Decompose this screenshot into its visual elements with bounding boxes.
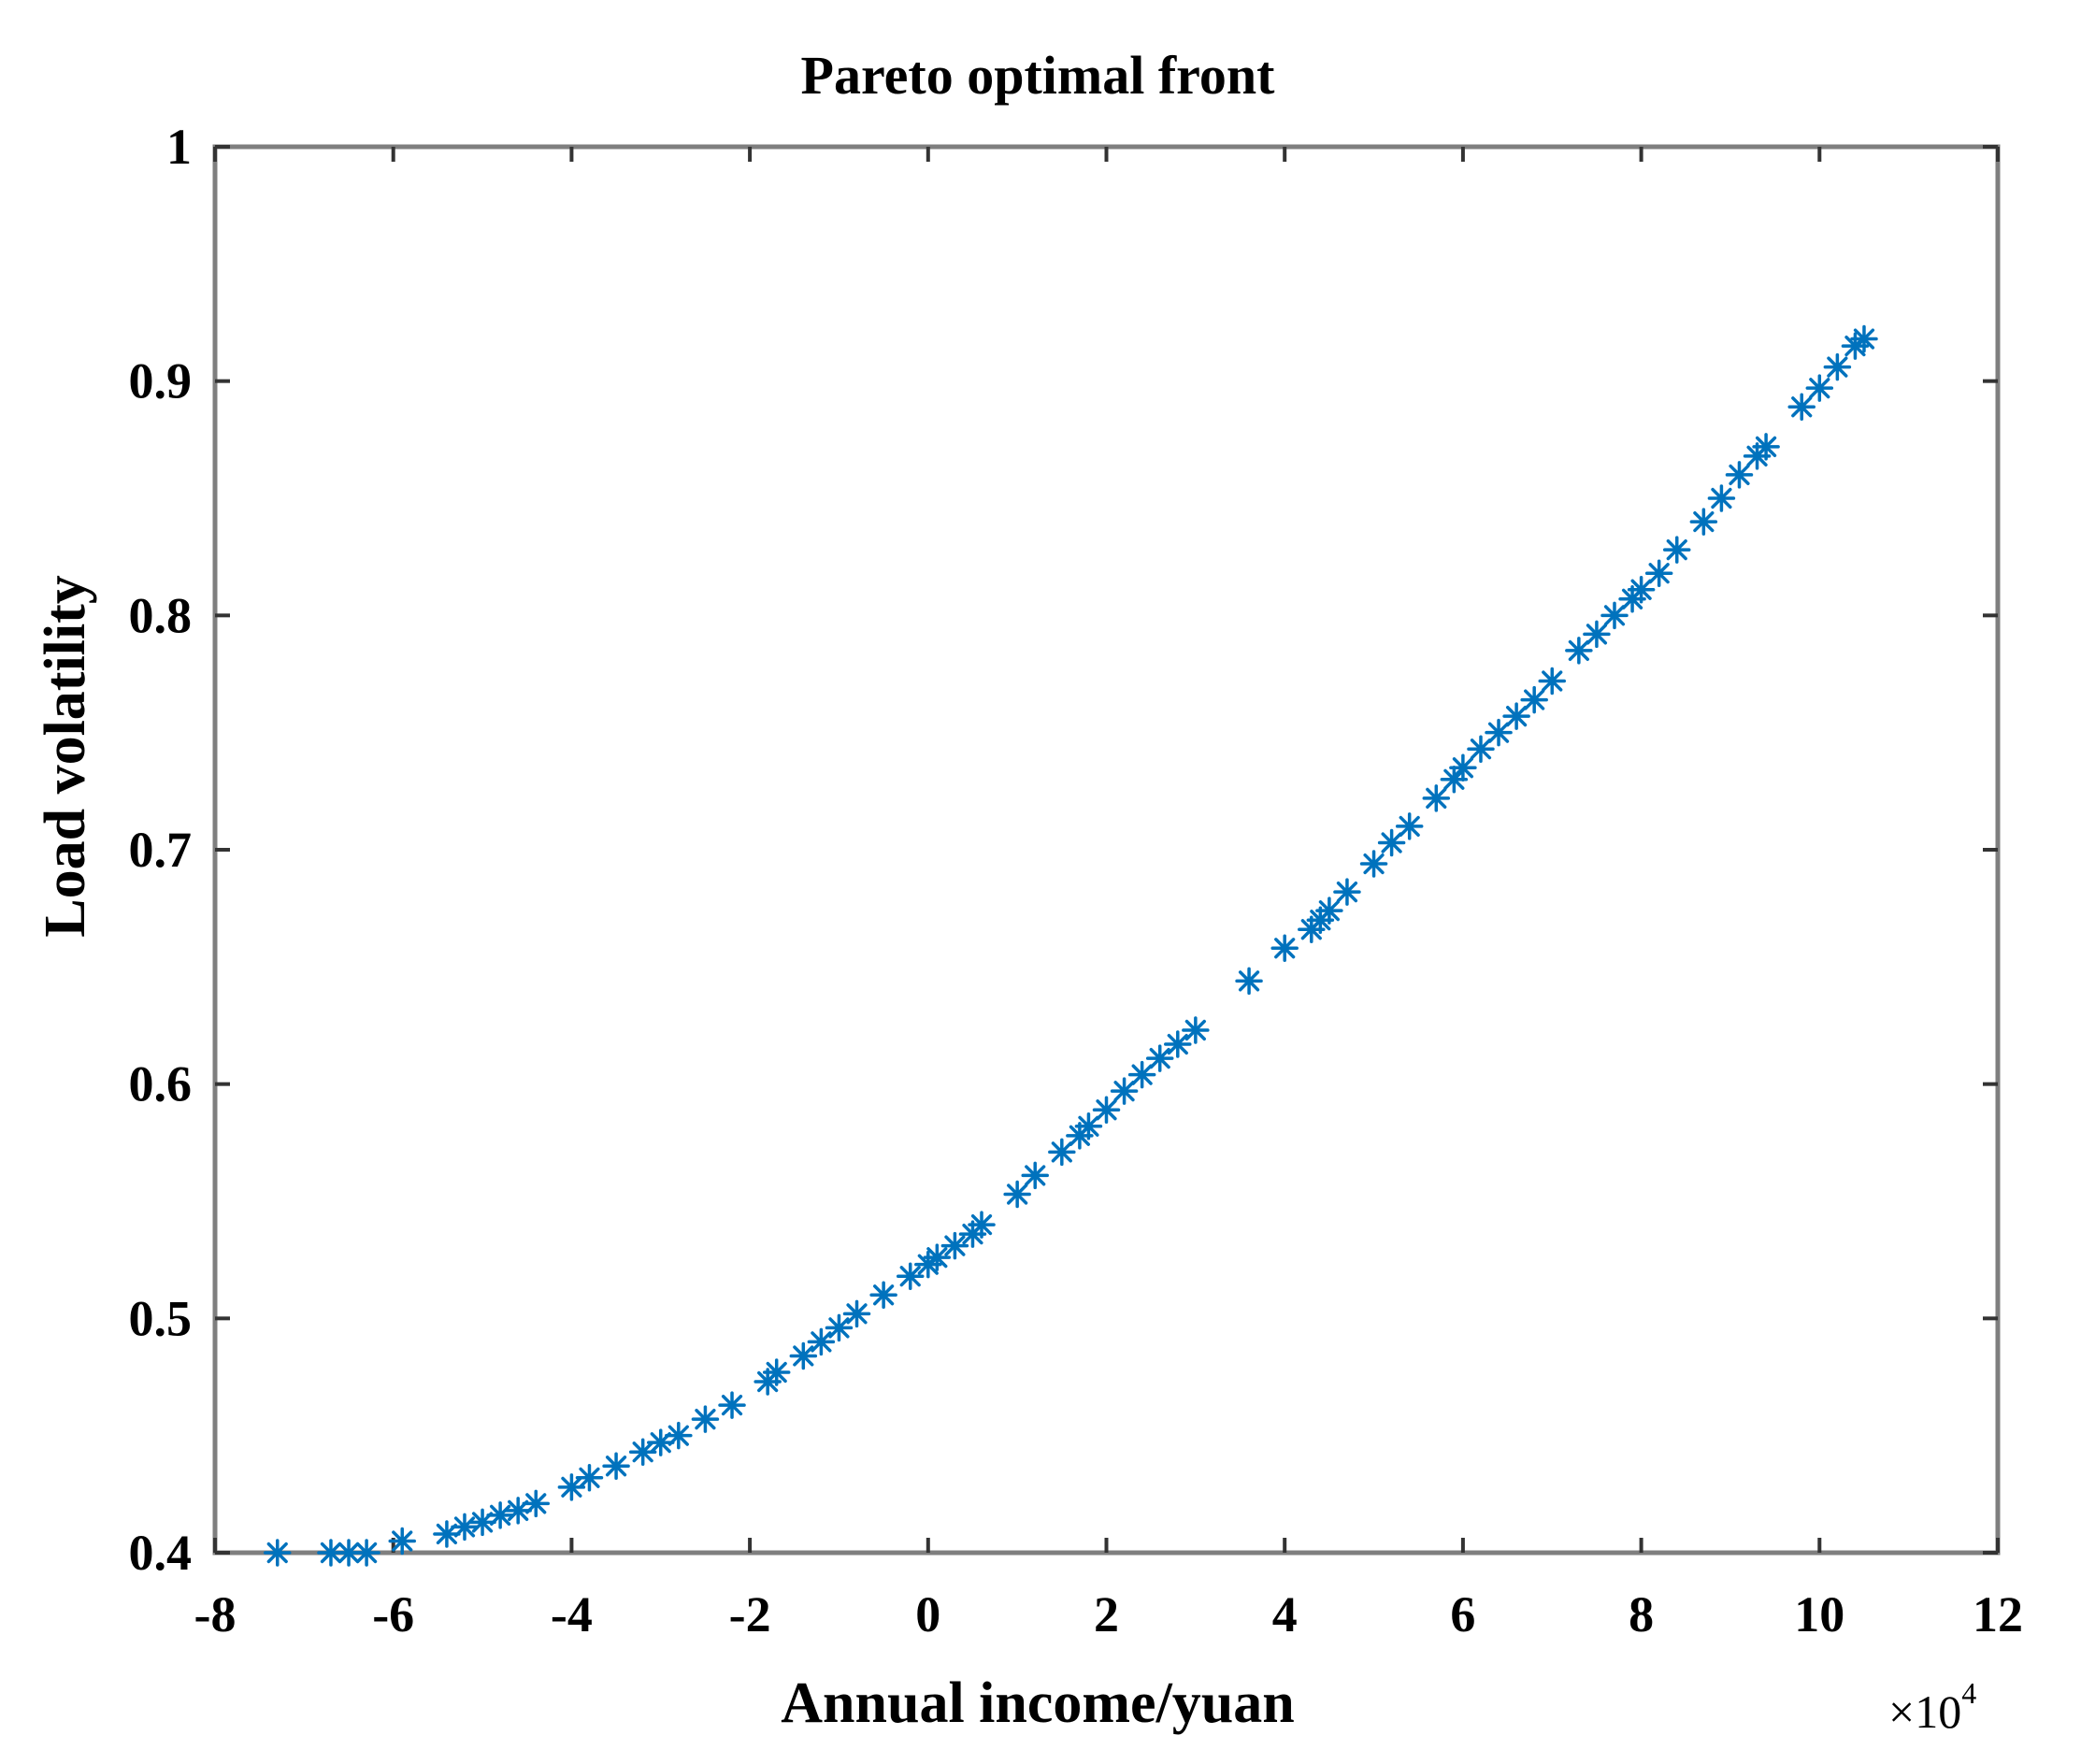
data-point — [1092, 1096, 1121, 1124]
data-point — [1538, 667, 1566, 696]
x-tick-labels: -8 -6 -4 -2 0 2 4 6 8 10 12 — [194, 1586, 2023, 1642]
data-point — [1145, 1044, 1174, 1072]
data-point — [1752, 433, 1780, 461]
x-tick-label: -2 — [729, 1586, 771, 1642]
data-point — [1359, 850, 1388, 878]
data-point — [352, 1539, 380, 1567]
data-point — [1110, 1077, 1139, 1105]
data-point — [522, 1489, 551, 1518]
data-point — [1689, 508, 1718, 536]
data-point — [1520, 685, 1548, 714]
y-tick-labels: 0.4 0.5 0.6 0.7 0.8 0.9 1 — [129, 119, 193, 1581]
data-point — [1725, 461, 1754, 489]
data-point — [1600, 601, 1629, 630]
data-point — [1127, 1060, 1156, 1089]
data-point — [451, 1513, 479, 1542]
data-point — [923, 1243, 952, 1271]
data-point — [842, 1299, 871, 1328]
data-point — [789, 1341, 818, 1370]
data-point — [968, 1211, 996, 1239]
x-multiplier-exponent: 4 — [1961, 1676, 1976, 1710]
data-point — [1395, 812, 1424, 840]
axis-ticks — [213, 145, 2000, 1555]
x-multiplier-base: ×10 — [1888, 1685, 1961, 1738]
data-point — [1182, 1016, 1210, 1044]
data-point — [1074, 1112, 1103, 1140]
x-tick-label: -6 — [372, 1586, 414, 1642]
data-point — [1333, 878, 1361, 906]
data-point — [468, 1508, 496, 1537]
data-point — [504, 1497, 532, 1525]
y-tick-label: 0.4 — [129, 1525, 193, 1581]
x-tick-label: 10 — [1794, 1586, 1844, 1642]
x-tick-label: 0 — [915, 1586, 940, 1642]
data-point — [869, 1281, 897, 1310]
data-point — [940, 1231, 969, 1260]
data-point — [1449, 753, 1477, 782]
data-point — [1377, 828, 1406, 857]
y-tick-label: 0.5 — [129, 1290, 193, 1346]
data-point — [1270, 934, 1299, 963]
y-tick-label: 1 — [166, 119, 192, 175]
x-tick-label: 12 — [1973, 1586, 2023, 1642]
data-point — [1164, 1030, 1192, 1058]
data-point — [1485, 718, 1513, 747]
data-point — [1502, 702, 1530, 730]
data-point — [807, 1327, 836, 1356]
data-point — [1422, 784, 1451, 812]
data-point — [1048, 1138, 1076, 1167]
data-point — [665, 1421, 693, 1450]
data-point — [263, 1539, 292, 1567]
data-point — [691, 1405, 720, 1433]
x-axis-multiplier: ×104 — [1888, 1676, 1976, 1738]
data-point — [1467, 735, 1495, 763]
y-axis-label: Load volatility — [34, 575, 97, 938]
data-point — [1850, 324, 1878, 353]
data-point — [1805, 374, 1834, 402]
y-tick-label: 0.6 — [129, 1056, 193, 1112]
data-point — [388, 1527, 416, 1556]
x-tick-label: 2 — [1094, 1586, 1119, 1642]
data-point — [1235, 967, 1263, 996]
data-point — [1315, 896, 1343, 925]
data-point — [762, 1358, 791, 1386]
x-tick-label: 8 — [1629, 1586, 1654, 1642]
data-point — [1707, 484, 1736, 512]
y-tick-label: 0.8 — [129, 587, 193, 643]
data-point — [1021, 1161, 1049, 1190]
chart-title: Pareto optimal front — [801, 45, 1276, 106]
data-point — [718, 1391, 746, 1419]
data-point — [1787, 393, 1815, 421]
data-point — [1627, 576, 1656, 604]
data-point — [1583, 620, 1611, 649]
data-point — [602, 1452, 630, 1481]
data-point — [486, 1501, 514, 1529]
x-tick-label: 4 — [1272, 1586, 1298, 1642]
data-point — [1644, 559, 1673, 587]
plot-area — [212, 144, 2001, 1556]
y-tick-label: 0.7 — [129, 822, 193, 878]
data-point — [1003, 1180, 1031, 1209]
data-point — [825, 1313, 854, 1342]
data-point — [1823, 352, 1852, 381]
data-point — [1565, 637, 1593, 665]
x-tick-label: 6 — [1450, 1586, 1475, 1642]
data-point — [896, 1262, 925, 1290]
data-point — [1662, 536, 1691, 564]
x-tick-label: -4 — [551, 1586, 593, 1642]
data-point — [575, 1464, 604, 1492]
data-point — [647, 1428, 675, 1456]
x-axis-label: Annual income/yuan — [781, 1671, 1295, 1735]
y-tick-label: 0.9 — [129, 353, 193, 409]
x-tick-label: -8 — [194, 1586, 237, 1642]
data-points — [263, 324, 1878, 1567]
